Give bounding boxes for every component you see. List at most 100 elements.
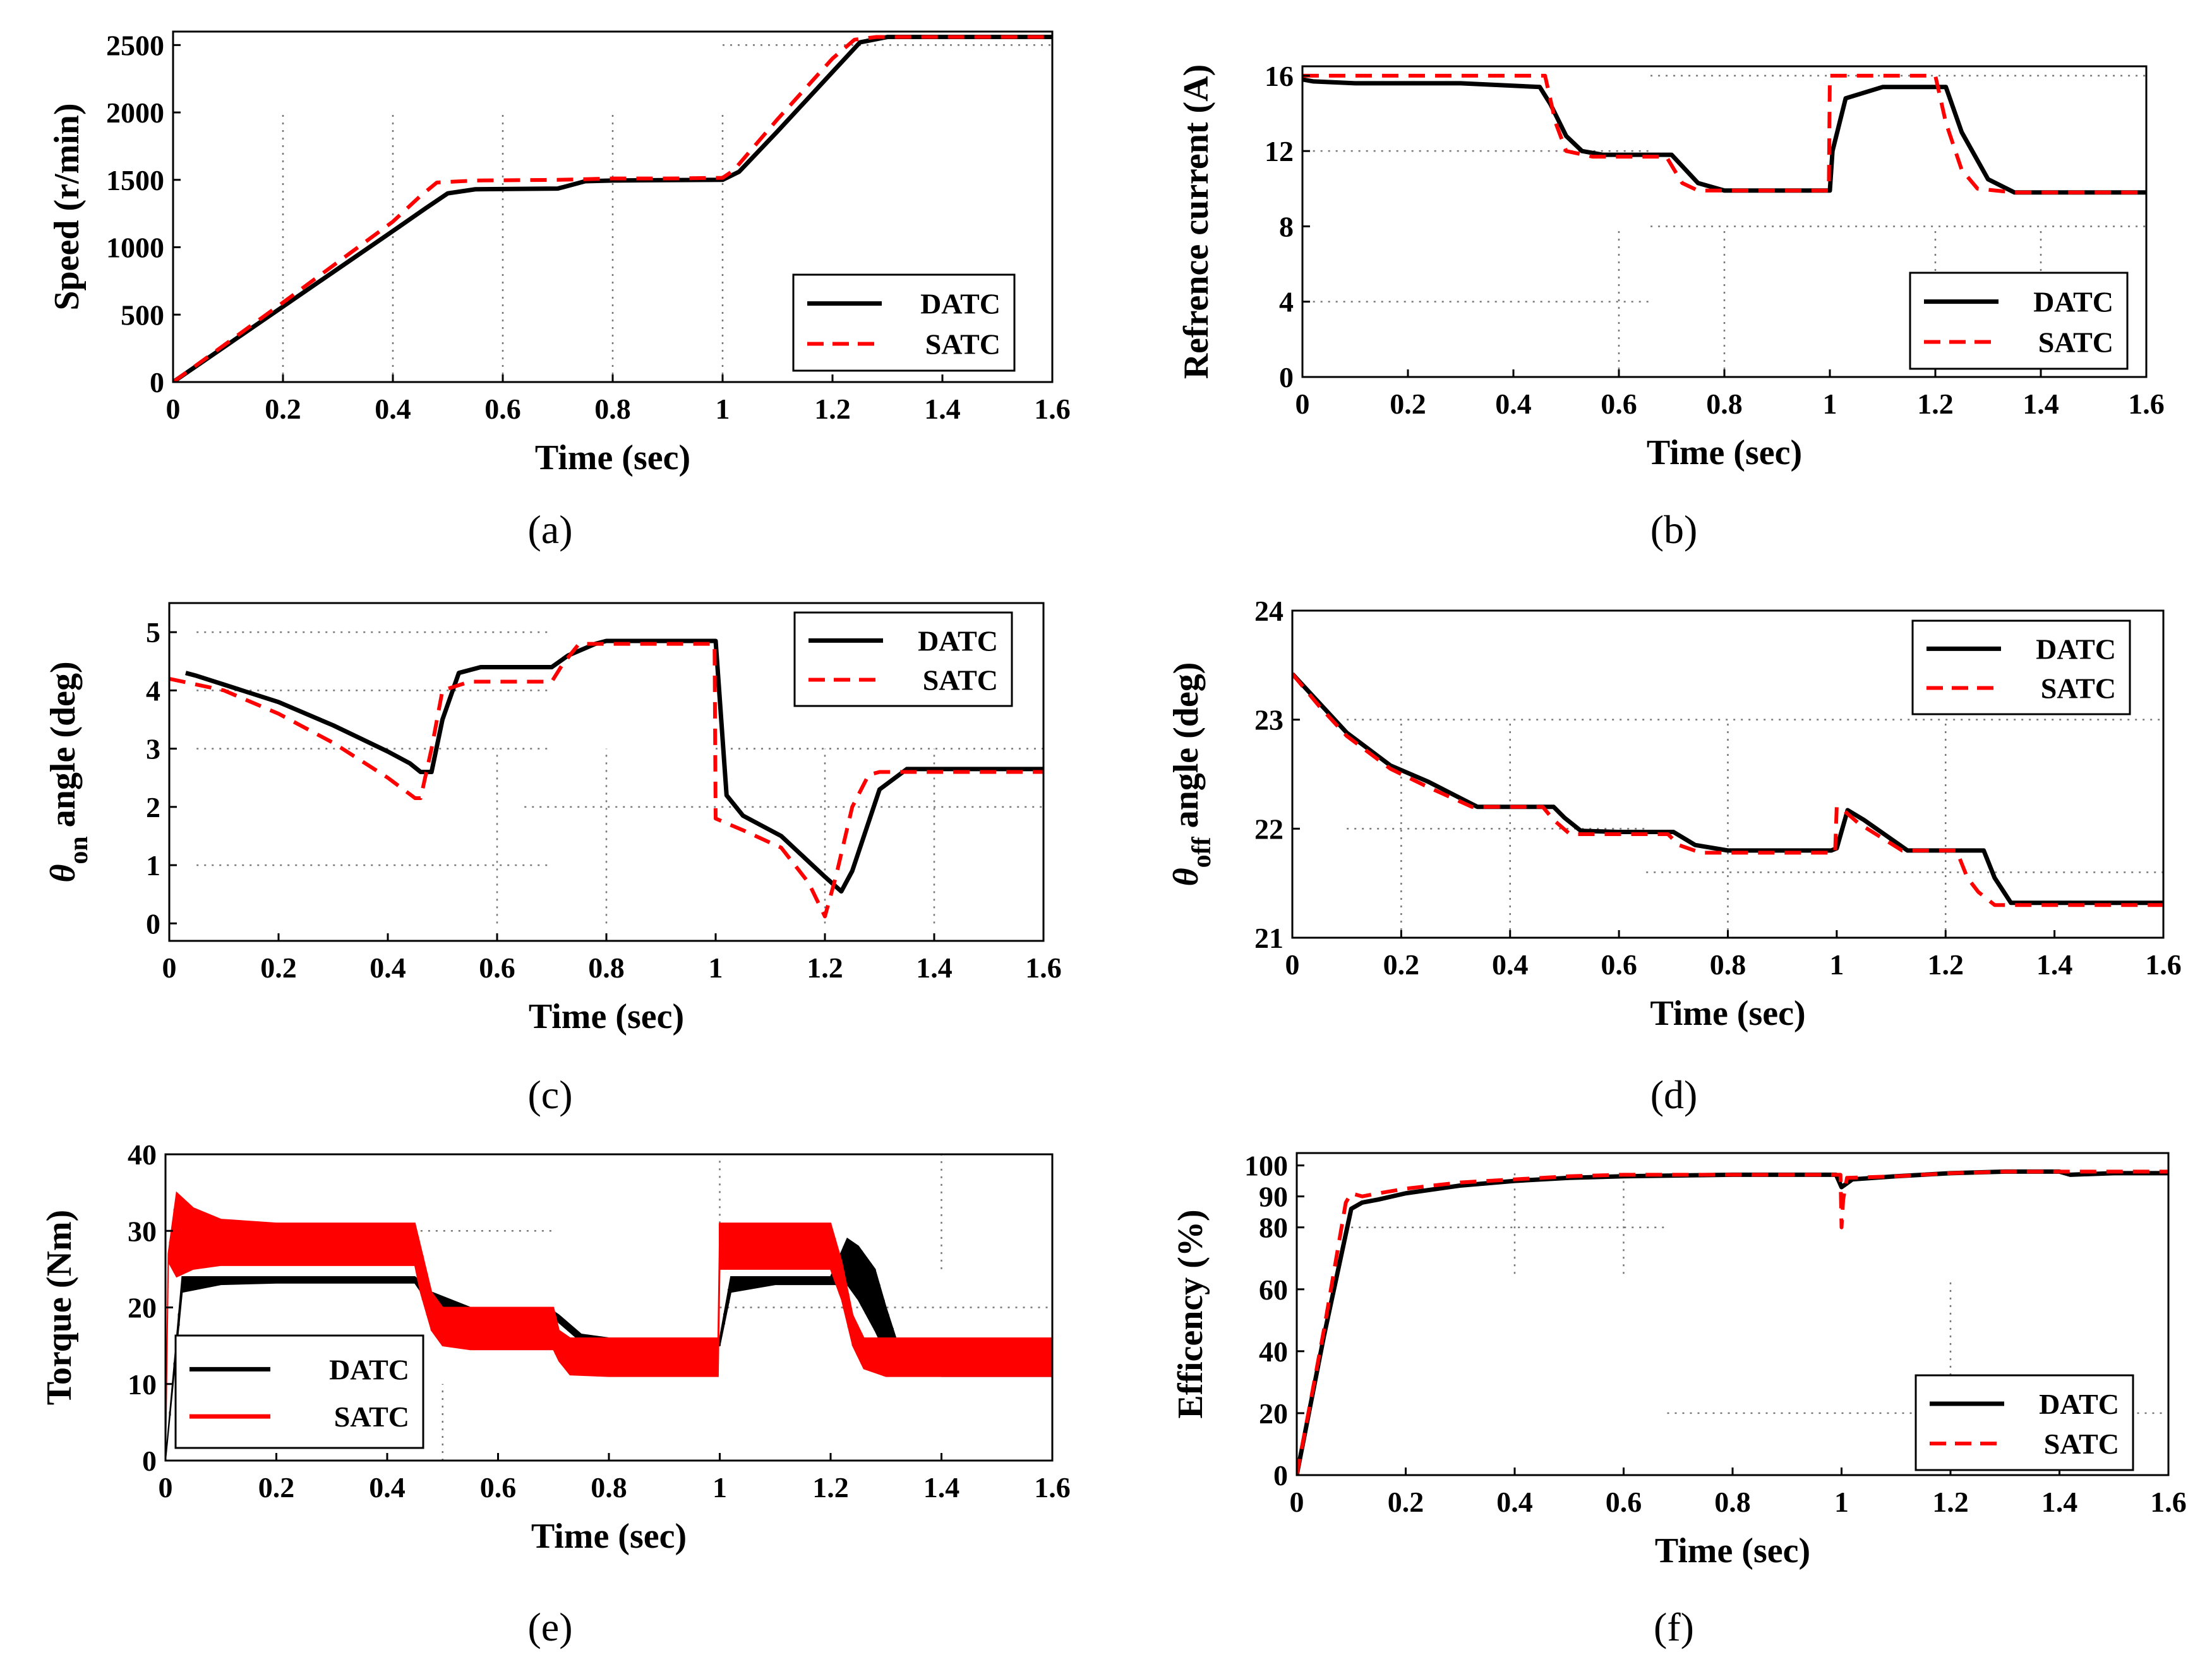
x-tick-label: 0.6	[1601, 948, 1637, 981]
y-tick-label: 4	[146, 674, 160, 707]
y-tick-label: 12	[1265, 135, 1294, 167]
y-tick-label: 10	[128, 1368, 157, 1401]
legend-box	[793, 611, 1013, 707]
series-satc-line	[1297, 1169, 2168, 1475]
y-tick-label: 500	[121, 299, 164, 331]
panel-c: 0 0.2 0.4 0.6 0.8 1 1.2 1.4 1.6 0 1 2 3 4 5 Time (sec) θ…	[44, 602, 1062, 1117]
series-datc-line	[173, 35, 1052, 382]
x-tick-label: 0.8	[588, 952, 625, 984]
x-axis-label: Time (sec)	[1655, 1531, 1810, 1570]
legend: DATC SATC	[174, 1334, 424, 1449]
y-tick-label: 4	[1279, 286, 1294, 318]
x-axis-label: Time (sec)	[1647, 433, 1802, 472]
x-tick-label: 1.4	[2041, 1486, 2078, 1518]
y-tick-label: 1	[146, 849, 160, 882]
y-axis-label: Speed (r/min)	[47, 103, 87, 310]
y-tick-label: 8	[1279, 210, 1294, 242]
y-tick-label: 0	[150, 366, 164, 398]
y-axis-label-text: angle (deg)	[44, 661, 83, 836]
y-tick-label: 5	[146, 616, 160, 649]
x-tick-label: 1	[709, 952, 723, 984]
panel-d: 0 0.2 0.4 0.6 0.8 1 1.2 1.4 1.6 21 22 23 24 Time (sec…	[1167, 595, 2182, 1117]
y-tick-label: 20	[128, 1292, 157, 1324]
y-tick-label: 40	[1259, 1336, 1288, 1368]
y-tick-label: 60	[1259, 1274, 1288, 1306]
panel-e: 0 0.2 0.4 0.6 0.8 1 1.2 1.4 1.6 0 10 20 30 40 Time (se…	[40, 1139, 1071, 1649]
y-axis-label-symbol: θ	[44, 864, 83, 883]
legend-label-satc: SATC	[923, 664, 998, 697]
plot-area	[173, 35, 1052, 382]
x-tick-label: 1	[716, 393, 730, 425]
legend-label-satc: SATC	[925, 328, 1001, 360]
x-tick-label: 0.8	[594, 393, 631, 425]
x-tick-label: 0.4	[369, 1471, 406, 1504]
y-tick-label: 90	[1259, 1181, 1288, 1213]
legend: DATC SATC	[1911, 619, 2131, 715]
x-tick-label: 0	[162, 952, 177, 984]
legend-label-datc: DATC	[329, 1353, 409, 1385]
y-tick-label: 22	[1254, 813, 1283, 845]
legend: DATC SATC	[793, 611, 1013, 707]
x-tick-label: 1.2	[812, 1471, 849, 1504]
legend: DATC SATC	[1914, 1374, 2134, 1471]
legend-label-datc: DATC	[920, 288, 1001, 320]
plot-area	[1297, 1169, 2168, 1475]
x-tick-label: 0.4	[1495, 388, 1532, 420]
x-tick-label: 0.6	[484, 393, 521, 425]
x-tick-label: 1.6	[1025, 952, 1062, 984]
y-axis-label: θon angle (deg)	[44, 661, 93, 882]
y-axis-label: Refrence current (A)	[1177, 64, 1216, 380]
x-tick-label: 0.4	[375, 393, 411, 425]
x-tick-label: 0.8	[591, 1471, 627, 1504]
legend-label-satc: SATC	[2038, 326, 2113, 358]
legend: DATC SATC	[792, 273, 1016, 372]
plot-area	[169, 638, 1043, 919]
x-axis-label: Time (sec)	[535, 438, 690, 477]
y-tick-label: 0	[1279, 361, 1294, 393]
x-tick-label: 0.4	[1492, 948, 1529, 981]
panel-label: (b)	[1650, 507, 1698, 552]
series-satc-line	[173, 35, 1052, 382]
legend-label-datc: DATC	[2039, 1388, 2119, 1420]
y-axis-label-text: angle (deg)	[1167, 662, 1206, 837]
y-tick-label: 2	[146, 791, 160, 823]
x-tick-label: 1.2	[1928, 948, 1964, 981]
x-tick-label: 1.2	[807, 952, 843, 984]
x-tick-label: 0.2	[258, 1471, 295, 1504]
x-tick-label: 0.8	[1706, 388, 1743, 420]
x-tick-label: 0.6	[1606, 1486, 1642, 1518]
x-tick-label: 1.6	[2150, 1486, 2187, 1518]
x-tick-label: 1	[1834, 1486, 1849, 1518]
y-axis-label-subscript: off	[1187, 836, 1217, 868]
panel-label: (c)	[527, 1072, 572, 1117]
legend-box	[174, 1334, 424, 1449]
x-tick-label: 0.2	[260, 952, 297, 984]
x-tick-label: 0.2	[265, 393, 301, 425]
panel-label: (e)	[527, 1605, 572, 1649]
series-datc-line	[1302, 77, 2146, 195]
x-tick-label: 1.2	[814, 393, 851, 425]
y-tick-label: 0	[142, 1445, 157, 1477]
series-satc-line	[169, 642, 1043, 919]
x-tick-label: 0	[166, 393, 181, 425]
x-tick-label: 0.4	[370, 952, 406, 984]
y-tick-label: 24	[1254, 595, 1283, 627]
y-tick-label: 16	[1265, 60, 1294, 92]
y-axis-label-subscript: on	[64, 836, 93, 864]
y-tick-label: 2000	[106, 97, 164, 129]
panel-b: 0 0.2 0.4 0.6 0.8 1 1.2 1.4 1.6 0 4 8 12 16 Time (sec)…	[1177, 60, 2165, 552]
series-satc-line	[1302, 73, 2146, 194]
legend-label-datc: DATC	[918, 625, 998, 657]
panel-a: 0 0.2 0.4 0.6 0.8 1 1.2 1.4 1.6 0 500 1000 1500 2000 2…	[47, 29, 1071, 552]
y-tick-label: 3	[146, 733, 160, 765]
y-tick-label: 20	[1259, 1397, 1288, 1430]
x-axis-label: Time (sec)	[531, 1517, 687, 1556]
panel-label: (d)	[1650, 1072, 1698, 1117]
legend-label-satc: SATC	[2044, 1428, 2119, 1460]
x-axis-label: Time (sec)	[1650, 994, 1805, 1033]
x-tick-label: 1.6	[1034, 1471, 1071, 1504]
x-tick-label: 1.2	[1917, 388, 1954, 420]
x-tick-label: 0.2	[1390, 388, 1426, 420]
legend: DATC SATC	[1909, 272, 2129, 370]
